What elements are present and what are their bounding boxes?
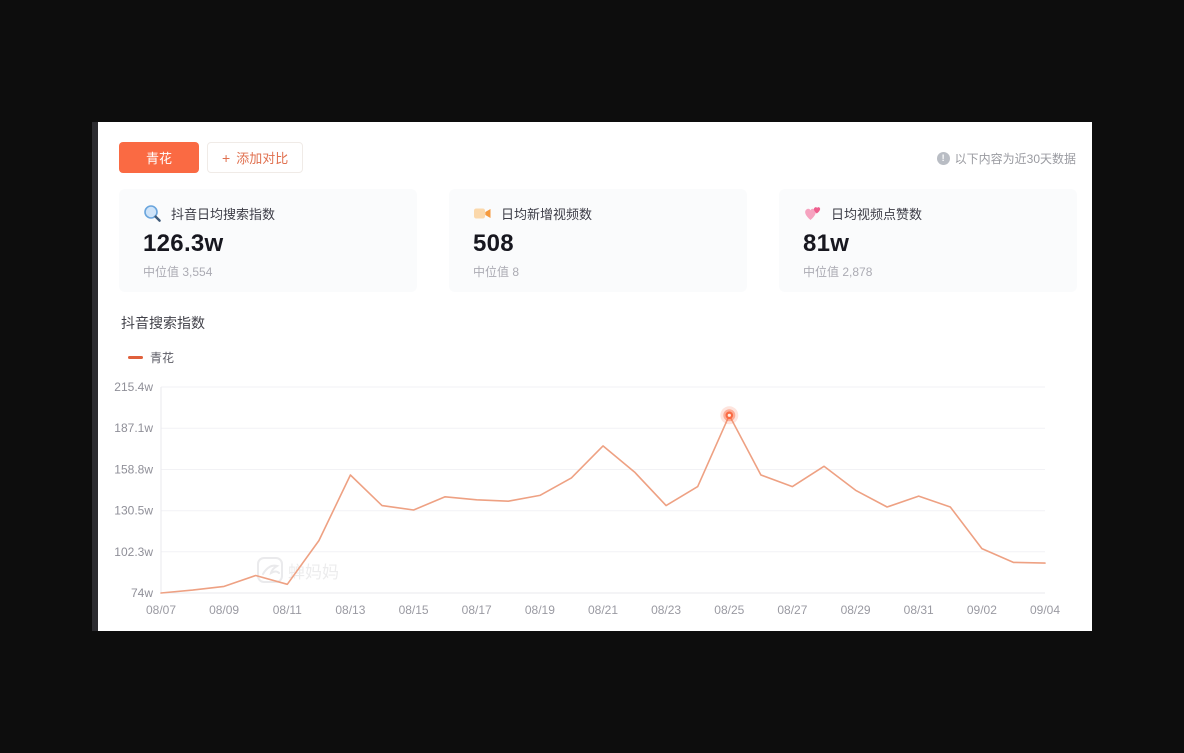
stat-card-value: 81w [803,230,850,257]
stat-card-new-videos: 日均新增视频数 508 中位值 8 [449,189,747,292]
legend-label: 青花 [150,351,175,365]
stat-card-label: 抖音日均搜索指数 [171,207,276,222]
stat-cards: 抖音日均搜索指数 126.3w 中位值 3,554 日均新增视频数 508 中位… [119,189,1077,292]
legend-item-qinghua[interactable]: 青花 [128,349,174,366]
legend-dash-icon [128,356,143,359]
stat-card-value: 126.3w [143,230,224,257]
analytics-panel: 青花 + 添加对比 ! 以下内容为近30天数据 抖音日均搜索指数 126.3w … [92,122,1092,631]
watermark: 蝉妈妈 [257,557,339,583]
x-axis-tick-label: 08/29 [841,603,871,617]
y-axis-tick-label: 158.8w [114,463,153,477]
stat-card-search-index: 抖音日均搜索指数 126.3w 中位值 3,554 [119,189,417,292]
x-axis-tick-label: 09/04 [1030,603,1060,617]
stat-card-median: 中位值 3,554 [143,265,213,279]
y-axis-tick-label: 215.4w [114,380,153,394]
heart-icon [803,204,822,223]
stat-card-likes: 日均视频点赞数 81w 中位值 2,878 [779,189,1077,292]
data-range-notice: ! 以下内容为近30天数据 [936,150,1076,167]
chart-title: 抖音搜索指数 [121,315,205,331]
data-range-notice-text: 以下内容为近30天数据 [954,152,1076,166]
x-axis-tick-label: 08/27 [777,603,807,617]
x-axis-tick-label: 08/21 [588,603,618,617]
add-comparison-button[interactable]: + 添加对比 [207,142,304,173]
series-line-qinghua [160,414,1046,594]
stat-card-value: 508 [473,230,514,257]
search-icon [143,204,162,223]
chart-canvas: 74w 102.3w 130.5w 158.8w 187.1w 215.4w 08/07 08… [114,380,1060,617]
search-index-line-chart[interactable]: 74w 102.3w 130.5w 158.8w 187.1w 215.4w 08/07 08… [98,372,1098,627]
x-axis-tick-label: 08/07 [146,603,176,617]
x-axis-tick-label: 08/17 [462,603,492,617]
stat-card-label: 日均视频点赞数 [831,207,923,222]
x-axis-tick-label: 08/15 [399,603,429,617]
stat-card-median: 中位值 2,878 [803,265,873,279]
x-axis-tick-label: 09/02 [967,603,997,617]
x-axis-tick-label: 08/23 [651,603,681,617]
keyword-tag-button[interactable]: 青花 [119,142,199,173]
x-axis-tick-label: 08/09 [209,603,239,617]
info-icon: ! [936,152,950,165]
x-axis-tick-label: 08/19 [525,603,555,617]
video-icon [473,204,492,223]
x-axis-tick-label: 08/31 [904,603,934,617]
y-axis-tick-label: 102.3w [114,545,153,559]
plus-icon: + [222,149,231,166]
y-axis-tick-label: 130.5w [114,504,153,518]
watermark-text: 蝉妈妈 [288,563,339,582]
x-axis-tick-label: 08/11 [273,603,302,617]
x-axis-tick-label: 08/13 [335,603,365,617]
y-axis-tick-label: 74w [131,586,153,600]
highlight-marker[interactable] [720,406,739,425]
x-axis-tick-label: 08/25 [714,603,744,617]
y-axis-tick-label: 187.1w [114,421,153,435]
stat-card-median: 中位值 8 [473,265,520,279]
stat-card-label: 日均新增视频数 [501,207,593,222]
add-comparison-label: 添加对比 [236,151,289,166]
